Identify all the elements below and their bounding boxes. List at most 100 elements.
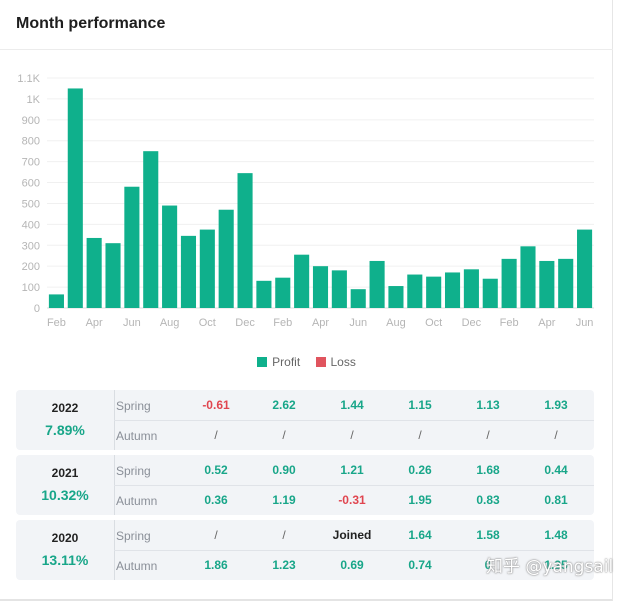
spring-value: 1.21 [340,463,364,477]
spring-label: Spring [116,399,151,413]
spring-value: 1.93 [544,398,568,412]
y-tick-label: 100 [22,282,40,294]
spring-value: Joined [332,528,372,542]
x-tick-label: Dec [235,317,255,329]
y-tick-label: 900 [22,115,40,127]
x-tick-label: Jun [576,317,594,329]
spring-label: Spring [116,464,151,478]
performance-bar-chart: 0 100 200 300 400 500 600 700 800 900 1K 1.1K Feb Apr… [17,73,594,329]
year-label: 2022 [51,401,79,415]
autumn-value: 0 [484,558,492,572]
y-tick-label: 1.1K [17,73,40,85]
y-tick-label: 400 [22,219,40,231]
y-tick-label: 500 [22,198,40,210]
legend-profit-label: Profit [272,355,301,369]
spring-value: 0.44 [544,463,568,477]
profit-bar [482,278,498,308]
autumn-value: 0.69 [340,558,364,572]
profit-bar [294,254,310,308]
spring-row: Spring -0.61 2.62 1.44 1.15 1.13 1.93 [114,390,594,421]
profit-bar [350,289,366,308]
profit-bar [501,258,517,308]
autumn-value: 0.74 [408,558,432,572]
autumn-value: / [418,428,422,442]
year-summary: 2020 13.11% [16,520,115,580]
year-block-2021: 2021 10.32% Spring 0.52 0.90 1.21 0.26 1… [16,455,594,515]
profit-bar [520,246,536,308]
spring-value: / [214,528,218,542]
spring-value: 1.68 [476,463,500,477]
profit-bar [312,266,329,308]
y-tick-label: 800 [22,136,40,148]
autumn-value: / [486,428,490,442]
x-tick-label: Jun [349,317,367,329]
x-tick-label: Aug [160,317,180,329]
profit-bar [444,272,461,308]
x-tick-label: Apr [538,317,555,329]
autumn-value: / [350,428,354,442]
autumn-value: 1.86 [204,558,228,572]
profit-bar [256,280,272,308]
autumn-value: / [282,428,286,442]
spring-value: 2.62 [272,398,296,412]
profit-bar [577,229,593,308]
x-tick-label: Feb [500,317,519,329]
profit-bar [237,173,253,308]
profit-bar [143,151,159,308]
spring-value: 0.52 [204,463,228,477]
profit-bar [463,269,479,308]
autumn-value: / [554,428,558,442]
y-tick-label: 700 [22,157,40,169]
year-return: 7.89% [45,422,85,438]
year-block-2020: 2020 13.11% Spring / / Joined 1.64 1.58 … [16,520,594,580]
y-tick-label: 200 [22,261,40,273]
profit-bar [199,229,215,308]
year-summary: 2021 10.32% [16,455,115,515]
spring-row: Spring / / Joined 1.64 1.58 1.48 [114,520,594,551]
y-tick-label: 0 [34,303,40,315]
x-tick-label: Dec [462,317,482,329]
autumn-row: Autumn / / / / / / [114,420,594,450]
spring-value: -0.61 [202,398,230,412]
x-tick-label: Feb [47,317,66,329]
x-tick-label: Oct [199,317,216,329]
year-return: 13.11% [41,552,89,568]
chart-legend: Profit Loss [0,355,613,371]
x-tick-label: Jun [123,317,141,329]
y-tick-label: 1K [27,94,41,106]
spring-label: Spring [116,529,151,543]
autumn-value: 0.83 [476,493,500,507]
x-tick-label: Apr [312,317,329,329]
profit-swatch-icon [257,357,268,367]
year-summary: 2022 7.89% [16,390,115,450]
profit-bar [162,205,178,308]
autumn-value: 0.36 [204,493,228,507]
spring-value: 1.58 [476,528,500,542]
profit-bar [388,286,404,308]
profit-bar [48,294,64,308]
legend-item-profit[interactable]: Profit [257,355,300,369]
profit-bar [218,209,234,308]
profit-bar [558,258,574,308]
profit-bar [369,260,385,308]
spring-value: 1.48 [544,528,568,542]
loss-swatch-icon [315,357,326,367]
autumn-value: 1.19 [272,493,296,507]
autumn-value: 1.23 [272,558,296,572]
profit-bar [275,277,291,308]
profit-bar [67,88,83,308]
spring-value: 0.26 [408,463,432,477]
autumn-row: Autumn 1.86 1.23 0.69 0.74 0 1.25 [114,550,594,580]
year-label: 2021 [51,466,79,480]
spring-value: / [282,528,286,542]
spring-row: Spring 0.52 0.90 1.21 0.26 1.68 0.44 [114,455,594,486]
year-return: 10.32% [41,487,89,503]
x-tick-label: Oct [425,317,442,329]
legend-item-loss[interactable]: Loss [315,355,356,369]
profit-bar [426,276,442,308]
spring-value: 0.90 [272,463,296,477]
autumn-value: / [214,428,218,442]
watermark: 知乎 @yangsail [486,557,614,577]
autumn-value: 0.81 [544,493,568,507]
